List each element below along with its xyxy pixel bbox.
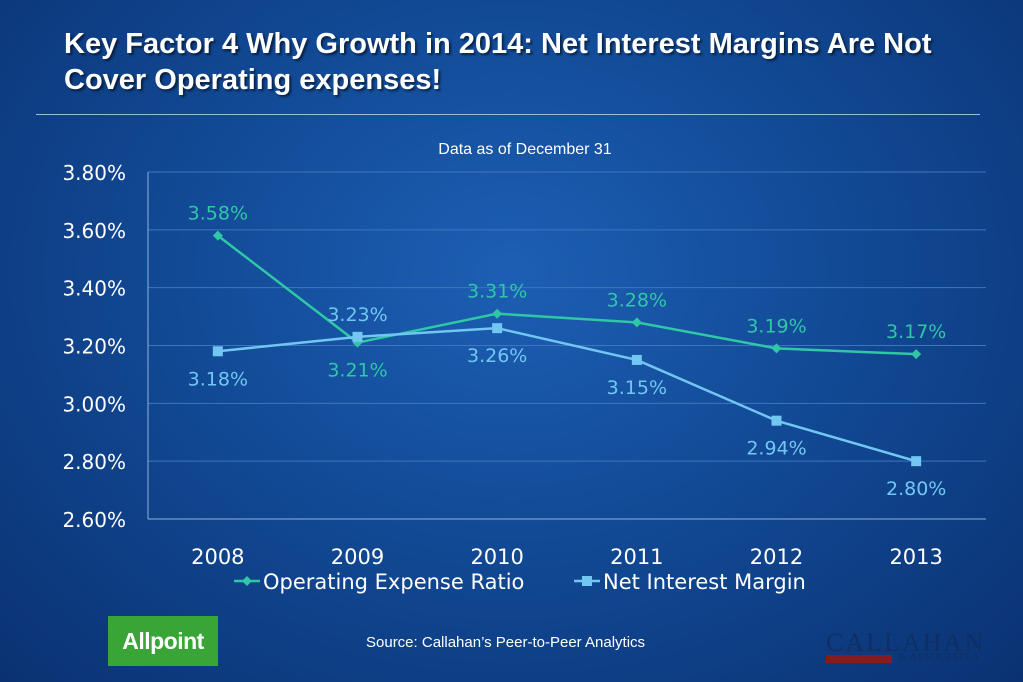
callahan-logo-bar [826,655,892,663]
y-tick-label: 3.20% [62,335,126,359]
data-label: 3.19% [746,315,806,337]
data-label: 3.26% [467,345,527,367]
legend-marker [242,576,252,586]
data-point [212,346,223,357]
legend-label: Operating Expense Ratio [263,570,524,594]
allpoint-logo: Allpoint [108,616,218,666]
y-tick-label: 2.80% [62,450,126,474]
data-point [631,354,642,365]
series-line-operating-expense [217,234,917,356]
data-point [352,331,363,342]
x-tick-label: 2012 [750,545,803,569]
data-point [911,456,922,467]
chart-title: Data as of December 31 [438,141,612,158]
data-point [911,349,922,360]
data-point [492,323,503,334]
allpoint-logo-text: Allpoint [122,627,204,654]
callahan-logo-text: CALLAHAN [826,628,985,657]
title-divider [36,114,980,115]
y-tick-label: 2.60% [62,508,126,532]
data-point [771,343,782,354]
x-tick-label: 2013 [889,545,942,569]
x-tick-label: 2008 [191,545,244,569]
y-tick-label: 3.00% [62,392,126,416]
x-tick-label: 2010 [470,545,523,569]
y-tick-label: 3.40% [62,277,126,301]
callahan-logo: CALLAHAN & ASSOCIATES [826,630,996,666]
x-tick-label: 2011 [610,545,663,569]
data-label: 3.58% [188,203,248,225]
x-tick-label: 2009 [331,545,384,569]
legend-label: Net Interest Margin [603,570,806,594]
legend-item: Operating Expense Ratio [234,570,524,594]
legend-marker [582,576,592,586]
data-point [771,415,782,426]
data-point [212,230,223,241]
data-label: 3.28% [607,289,667,311]
data-label: 2.80% [886,478,946,500]
callahan-logo-subtext: & ASSOCIATES [898,652,980,663]
data-label: 2.94% [746,438,806,460]
page-title: Key Factor 4 Why Growth in 2014: Net Int… [64,28,932,96]
data-label: 3.31% [467,281,527,303]
series-line-net-interest-margin [217,326,917,463]
data-label: 3.23% [327,304,387,326]
data-label: 3.15% [607,377,667,399]
data-label: 3.21% [327,360,387,382]
source-note: Source: Callahan’s Peer-to-Peer Analytic… [366,634,646,651]
data-label: 3.17% [886,321,946,343]
data-point [631,317,642,328]
y-tick-label: 3.80% [62,161,126,185]
y-tick-label: 3.60% [62,219,126,243]
data-point [492,308,503,319]
legend-item: Net Interest Margin [574,570,806,594]
data-label: 3.18% [188,368,248,390]
